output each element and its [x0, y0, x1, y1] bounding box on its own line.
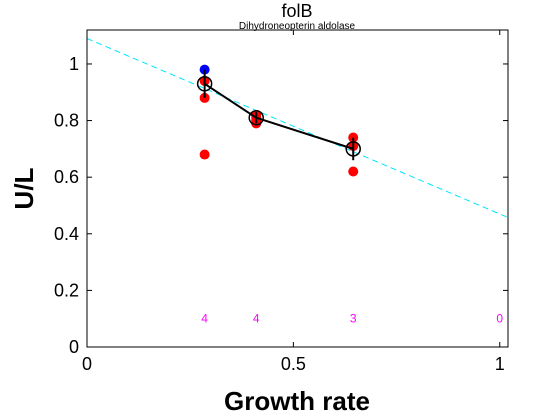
- replicate-point: [348, 166, 359, 177]
- fit-line-layer: [86, 38, 509, 218]
- mean-layer: [196, 69, 361, 161]
- y-tick-label: 0.8: [54, 111, 79, 131]
- x-tick-label: 0.5: [281, 354, 306, 374]
- y-tick-label: 0.2: [54, 280, 79, 300]
- x-tick-label: 0: [82, 354, 92, 374]
- y-tick-label: 0: [69, 337, 79, 357]
- mean-marker: [345, 141, 361, 157]
- replicate-count-label: 0: [496, 312, 503, 326]
- mean-marker: [196, 76, 213, 92]
- plot-area: 4 4 3 0: [86, 29, 509, 348]
- replicate-point: [199, 149, 210, 160]
- replicate-count-label: 3: [350, 312, 357, 326]
- replicate-count-label: 4: [201, 312, 208, 326]
- chart-subtitle: Dihydroneopterin aldolase: [239, 21, 356, 32]
- y-tick-label: 0.6: [54, 167, 79, 187]
- y-tick-label: 1: [69, 54, 79, 74]
- x-axis-label: Growth rate: [224, 386, 370, 416]
- x-tick-label: 1: [495, 354, 505, 374]
- counts-layer: 4 4 3 0: [201, 312, 503, 326]
- plot-background: [87, 30, 508, 347]
- y-tick-label: 0.4: [54, 224, 79, 244]
- x-axis-ticks: 0 0.5 1: [82, 30, 505, 374]
- y-axis-label: U/L: [9, 167, 39, 209]
- plot-frame: [86, 29, 509, 348]
- fit-line: [86, 38, 509, 218]
- mean-marker: [248, 109, 264, 126]
- y-axis-ticks: 0 0.2 0.4 0.6 0.8 1: [54, 54, 508, 357]
- replicate-count-label: 4: [253, 312, 260, 326]
- chart-title: folB: [281, 1, 312, 21]
